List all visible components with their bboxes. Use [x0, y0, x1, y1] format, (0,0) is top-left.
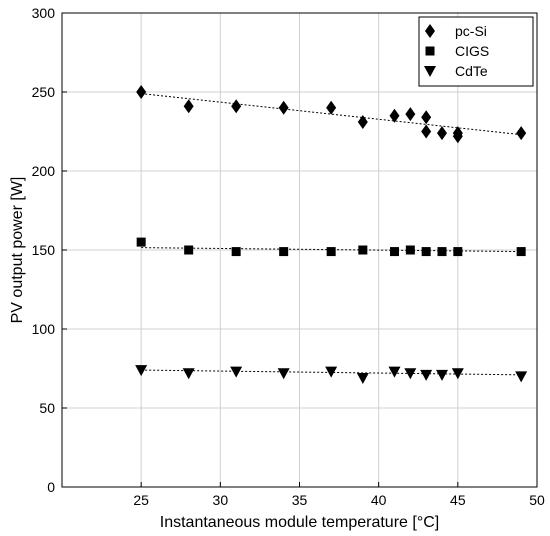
data-point-cigs — [437, 247, 447, 257]
data-points — [135, 85, 528, 384]
data-point-pc-si — [231, 99, 242, 114]
data-point-cdte — [515, 371, 528, 383]
x-tick-label: 50 — [529, 492, 545, 508]
data-point-pc-si — [389, 108, 400, 123]
y-tick-label: 200 — [32, 163, 56, 179]
trend-lines — [141, 93, 522, 376]
data-point-cdte — [182, 368, 195, 380]
legend-label-cdte: CdTe — [455, 63, 488, 79]
data-point-pc-si — [437, 126, 447, 141]
data-point-pc-si — [183, 99, 194, 114]
x-axis-ticks: 25 30 35 40 45 50 — [133, 482, 545, 508]
data-point-cigs — [136, 237, 146, 247]
x-tick-label: 40 — [371, 492, 387, 508]
data-point-pc-si — [452, 129, 463, 144]
data-point-cdte — [325, 366, 338, 378]
legend-marker-cdte — [424, 66, 436, 77]
y-tick-label: 250 — [32, 84, 56, 100]
data-point-cdte — [356, 372, 369, 384]
x-tick-label: 25 — [133, 492, 149, 508]
data-point-cigs — [231, 247, 241, 257]
data-point-pc-si — [136, 85, 147, 99]
data-point-cigs — [279, 247, 289, 257]
data-point-cigs — [516, 247, 526, 257]
data-point-cigs — [326, 247, 336, 257]
data-point-pc-si — [516, 126, 527, 141]
data-point-pc-si — [421, 124, 432, 139]
data-point-cigs — [405, 245, 415, 255]
data-point-pc-si — [278, 100, 289, 115]
data-point-cdte — [404, 368, 417, 380]
data-point-pc-si — [405, 107, 416, 122]
y-axis-title: PV output power [W] — [9, 177, 26, 324]
y-tick-label: 50 — [39, 400, 55, 416]
data-point-cdte — [277, 368, 290, 380]
data-point-cigs — [184, 245, 194, 255]
y-axis-ticks: 0 50 100 150 200 250 300 — [32, 5, 67, 495]
y-tick-label: 0 — [47, 479, 55, 495]
data-point-cigs — [390, 247, 399, 257]
data-point-cdte — [436, 369, 448, 381]
y-tick-label: 300 — [32, 5, 56, 21]
x-tick-label: 35 — [292, 492, 308, 508]
data-point-pc-si — [326, 100, 337, 115]
legend-label-cigs: CIGS — [455, 43, 489, 59]
legend: pc-Si CIGS CdTe — [418, 16, 534, 87]
x-tick-label: 30 — [213, 492, 229, 508]
data-point-cdte — [135, 365, 148, 377]
x-axis-title: Instantaneous module temperature [°C] — [160, 514, 439, 531]
legend-box — [418, 16, 534, 87]
legend-marker-cigs — [425, 46, 435, 56]
data-point-pc-si — [421, 110, 432, 125]
data-point-cigs — [421, 247, 431, 257]
data-point-pc-si — [357, 115, 368, 130]
data-point-cdte — [230, 366, 243, 378]
data-point-cdte — [451, 368, 464, 380]
y-tick-label: 100 — [32, 321, 56, 337]
data-point-cdte — [420, 369, 433, 381]
x-tick-label: 45 — [450, 492, 466, 508]
data-point-cigs — [453, 247, 463, 257]
y-tick-label: 150 — [32, 242, 56, 258]
legend-marker-pc-si — [425, 24, 435, 38]
data-point-cigs — [358, 245, 368, 255]
legend-label-pc-si: pc-Si — [455, 23, 487, 39]
data-point-cdte — [388, 366, 401, 378]
